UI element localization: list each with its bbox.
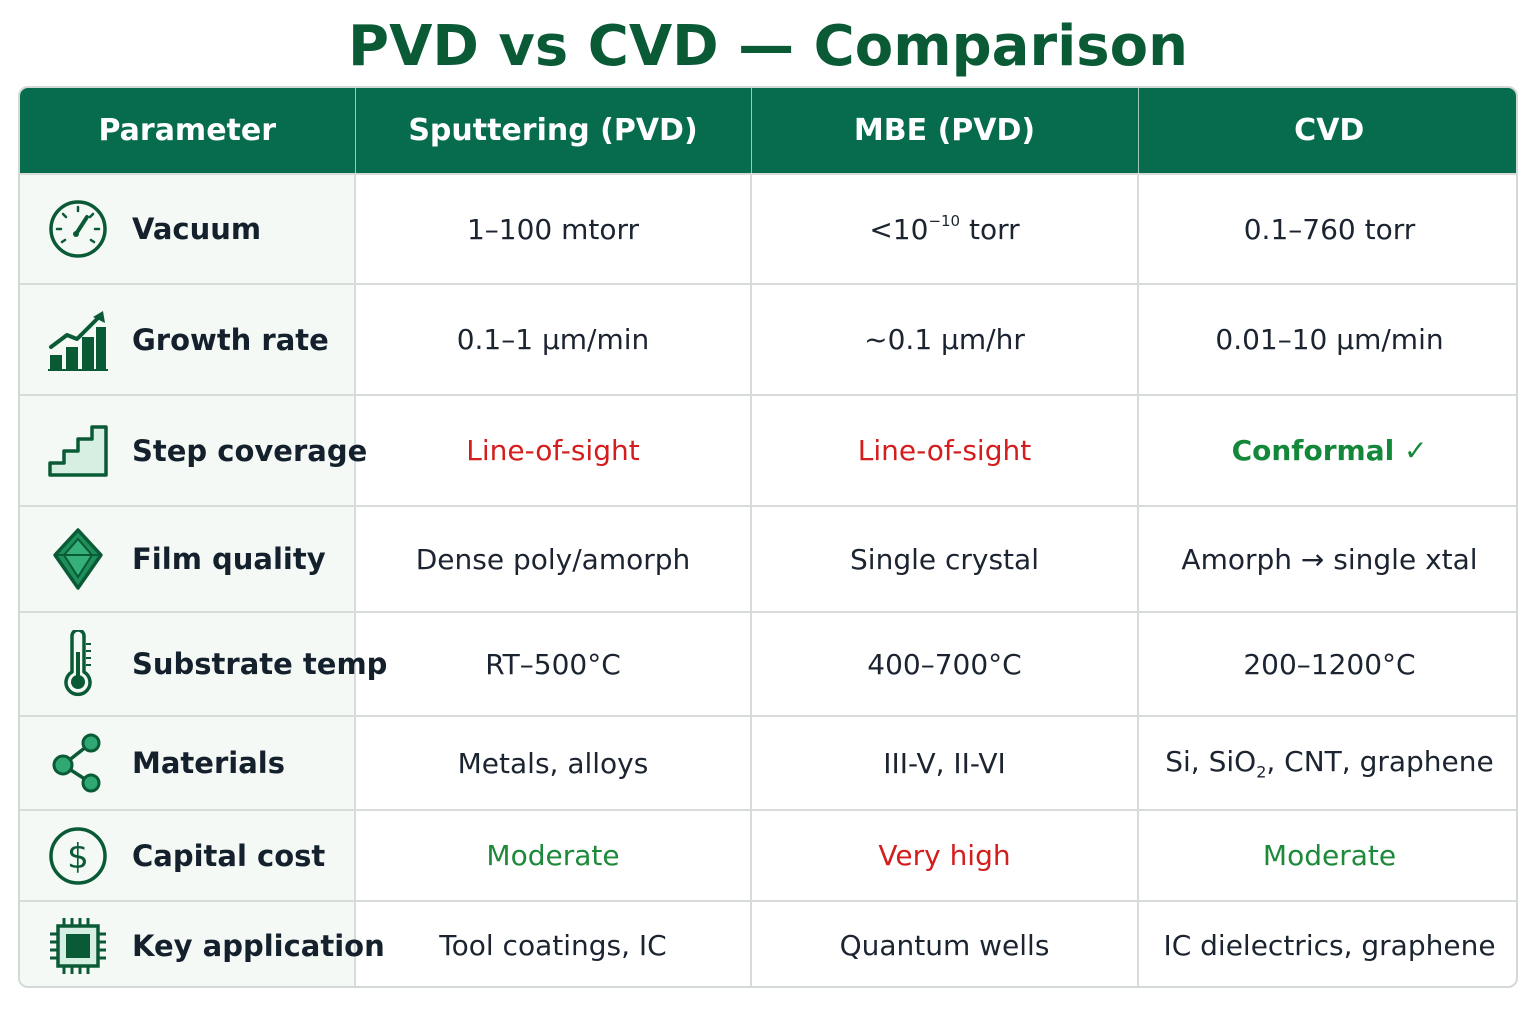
value-sputtering: 1–100 mtorr	[466, 212, 640, 246]
crystal-icon	[46, 527, 110, 591]
cell-mbe: Line-of-sight	[751, 394, 1139, 506]
growth-chart-icon	[46, 308, 110, 372]
cell-mbe: Single crystal	[751, 505, 1139, 612]
cell-sputtering: 1–100 mtorr	[355, 173, 752, 284]
table-row-key-application: Key application Tool coatings, IC Quantu…	[20, 900, 1516, 986]
cell-cvd: Conformal ✓	[1138, 394, 1516, 506]
value-sputtering: Tool coatings, IC	[439, 929, 667, 962]
thermometer-icon	[46, 630, 110, 697]
header-row: Parameter Sputtering (PVD) MBE (PVD) CVD	[20, 88, 1516, 174]
stairs-icon	[46, 419, 110, 483]
table-row-film-quality: Film quality Dense poly/amorph Single cr…	[20, 505, 1516, 612]
param-label: Substrate temp	[132, 647, 388, 681]
param-label: Vacuum	[132, 212, 262, 246]
value-cvd: IC dielectrics, graphene	[1163, 929, 1496, 962]
chip-icon	[46, 914, 110, 978]
value-sputtering: Metals, alloys	[457, 746, 649, 780]
molecule-icon	[46, 731, 110, 795]
value-cvd: 200–1200°C	[1243, 647, 1416, 681]
cell-sputtering: Dense poly/amorph	[355, 505, 752, 612]
comparison-table: Parameter Sputtering (PVD) MBE (PVD) CVD	[18, 86, 1518, 988]
param-label: Growth rate	[132, 322, 329, 357]
cell-mbe: Quantum wells	[751, 900, 1139, 986]
param-label: Step coverage	[132, 433, 368, 468]
value-sputtering: RT–500°C	[485, 647, 621, 681]
cell-cvd: Moderate	[1138, 809, 1516, 901]
value-cvd-prefix: Si, SiO	[1165, 744, 1257, 778]
value-cvd: Conformal ✓	[1231, 434, 1428, 467]
value-sputtering: Moderate	[486, 839, 620, 872]
cell-cvd: Si, SiO2, CNT, graphene	[1138, 715, 1516, 810]
cell-mbe: ~0.1 µm/hr	[751, 283, 1139, 395]
param-label: Materials	[132, 746, 285, 780]
svg-text:$: $	[67, 837, 89, 877]
param-cell: Materials	[20, 715, 356, 810]
cell-sputtering: 0.1–1 µm/min	[355, 283, 752, 395]
header-cvd: CVD	[1138, 88, 1516, 174]
value-sputtering: Line-of-sight	[466, 434, 640, 467]
cell-mbe: III-V, II-VI	[751, 715, 1139, 810]
header-sputtering: Sputtering (PVD)	[355, 88, 752, 174]
param-cell: Film quality	[20, 505, 356, 612]
table-row-materials: Materials Metals, alloys III-V, II-VI Si…	[20, 715, 1516, 810]
cell-sputtering: RT–500°C	[355, 611, 752, 716]
value-cvd: 0.1–760 torr	[1243, 212, 1416, 246]
table-row-substrate-temp: Substrate temp RT–500°C 400–700°C 200–12…	[20, 611, 1516, 716]
table-row-capital-cost: $ Capital cost Moderate Very high Modera…	[20, 809, 1516, 901]
cell-cvd: 0.1–760 torr	[1138, 173, 1516, 284]
value-mbe-suffix: torr	[960, 212, 1020, 246]
table-row-vacuum: Vacuum 1–100 mtorr <10−10 torr 0.1–760 t…	[20, 173, 1516, 284]
value-cvd: Amorph → single xtal	[1181, 542, 1478, 576]
value-mbe: Very high	[878, 839, 1011, 872]
value-cvd: Moderate	[1262, 839, 1397, 872]
cell-mbe: 400–700°C	[751, 611, 1139, 716]
value-mbe: Line-of-sight	[857, 434, 1032, 467]
cell-sputtering: Tool coatings, IC	[355, 900, 752, 986]
value-mbe: <10−10 torr	[869, 212, 1020, 246]
value-mbe: III-V, II-VI	[883, 746, 1006, 780]
param-label: Capital cost	[132, 838, 326, 873]
value-mbe-prefix: <10	[869, 212, 929, 246]
cell-sputtering: Metals, alloys	[355, 715, 752, 810]
param-label: Key application	[132, 928, 385, 963]
param-cell: Substrate temp	[20, 611, 387, 716]
cell-cvd: 0.01–10 µm/min	[1138, 283, 1516, 395]
cell-cvd: IC dielectrics, graphene	[1138, 900, 1516, 986]
cell-cvd: Amorph → single xtal	[1138, 505, 1516, 612]
value-cvd: Si, SiO2, CNT, graphene	[1165, 744, 1494, 782]
param-cell: Key application	[20, 900, 385, 986]
value-mbe: Single crystal	[850, 542, 1039, 576]
value-mbe: Quantum wells	[839, 929, 1050, 962]
param-cell: Growth rate	[20, 283, 356, 395]
dollar-icon: $	[46, 824, 110, 888]
cell-sputtering: Moderate	[355, 809, 752, 901]
param-cell: Vacuum	[20, 173, 356, 284]
header-mbe: MBE (PVD)	[751, 88, 1139, 174]
param-label: Film quality	[132, 542, 326, 576]
cell-sputtering: Line-of-sight	[355, 394, 752, 506]
cell-mbe: Very high	[751, 809, 1139, 901]
cell-cvd: 200–1200°C	[1138, 611, 1516, 716]
value-sputtering: Dense poly/amorph	[415, 542, 691, 576]
value-cvd-subscript: 2	[1256, 762, 1267, 782]
value-mbe: 400–700°C	[867, 647, 1022, 681]
param-cell: Step coverage	[20, 394, 367, 506]
table-row-growth-rate: Growth rate 0.1–1 µm/min ~0.1 µm/hr 0.01…	[20, 283, 1516, 395]
header-parameter: Parameter	[20, 88, 356, 174]
value-cvd-suffix: , CNT, graphene	[1266, 744, 1494, 778]
gauge-icon	[46, 197, 110, 261]
cell-mbe: <10−10 torr	[751, 173, 1139, 284]
page-title: PVD vs CVD — Comparison	[348, 14, 1188, 79]
value-mbe: ~0.1 µm/hr	[864, 323, 1025, 356]
value-cvd: 0.01–10 µm/min	[1215, 323, 1444, 356]
param-cell: $ Capital cost	[20, 809, 356, 901]
comparison-table-grid: Parameter Sputtering (PVD) MBE (PVD) CVD	[20, 88, 1516, 986]
value-sputtering: 0.1–1 µm/min	[456, 323, 650, 356]
table-row-step-coverage: Step coverage Line-of-sight Line-of-sigh…	[20, 394, 1516, 506]
value-mbe-exponent: −10	[928, 212, 961, 231]
